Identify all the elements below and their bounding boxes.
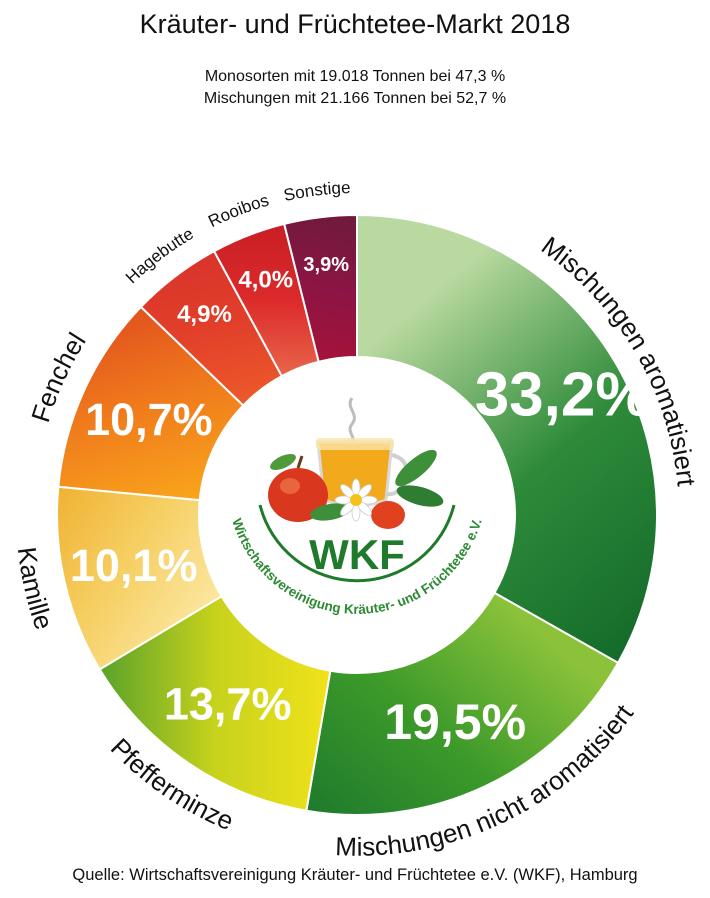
value-label-mischungen-nicht-aromatisiert: 19,5% <box>384 694 526 750</box>
tea-cup-icon <box>316 438 409 508</box>
logo-arc <box>258 504 456 583</box>
value-label-hagebutte: 4,9% <box>177 301 232 328</box>
subtitle-mischungen: Mischungen mit 21.166 Tonnen bei 52,7 % <box>203 90 507 107</box>
slice-name-sonstige: Sonstige <box>282 178 351 205</box>
value-label-fenchel: 10,7% <box>85 394 213 445</box>
chart-title: Kräuter- und Früchtetee-Markt 2018 <box>139 9 571 39</box>
rosehip-icon <box>371 501 405 529</box>
slice-name-rooibos: Rooibos <box>205 191 271 232</box>
apple-icon <box>268 453 328 522</box>
steam-icon <box>348 397 356 443</box>
wkf-logo: WKF Wirtschaftsvereinigung Kräuter- und … <box>199 357 515 673</box>
value-labels-group: 33,2% 19,5% 13,7% 10,1% 10,7% 4,9%4,0% 3,9% <box>70 254 651 750</box>
source-note: Quelle: Wirtschaftsvereinigung Kräuter- … <box>72 866 638 884</box>
slices-group <box>56 213 658 816</box>
value-label-kamille: 10,1% <box>70 540 198 591</box>
slice-name-kamille: Kamille <box>12 545 60 633</box>
value-label-mischungen-aromatisiert: 33,2% <box>475 361 651 430</box>
subtitle-monosorten: Monosorten mit 19.018 Tonnen bei 47,3 % <box>204 68 506 85</box>
value-label-sonstige: 3,9% <box>303 254 349 276</box>
chamomile-icon <box>334 478 378 522</box>
logo-acronym: WKF <box>309 531 405 578</box>
value-label-rooibos: 4,0% <box>238 267 293 294</box>
leaves-icon <box>310 449 444 521</box>
value-label-pfefferminze: 13,7% <box>164 678 292 729</box>
